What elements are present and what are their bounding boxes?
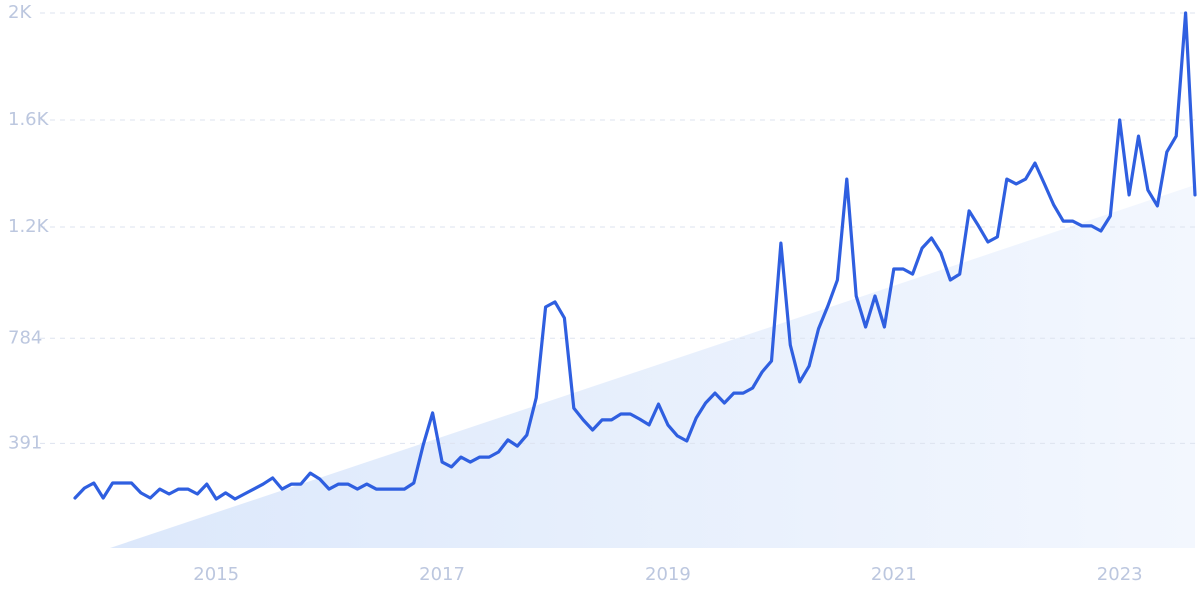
line-series [73, 11, 1197, 501]
y-tick-label: 1.6K [8, 109, 50, 130]
x-tick-label: 2023 [1097, 564, 1143, 585]
y-tick-label: 784 [8, 327, 42, 348]
y-tick-label: 2K [8, 2, 32, 23]
y-tick-label: 391 [8, 432, 42, 453]
x-tick-label: 2017 [419, 564, 465, 585]
x-tick-label: 2015 [193, 564, 239, 585]
y-tick-label: 1.2K [8, 216, 50, 237]
x-tick-label: 2021 [871, 564, 917, 585]
trend-area [110, 185, 1195, 548]
x-tick-label: 2019 [645, 564, 691, 585]
